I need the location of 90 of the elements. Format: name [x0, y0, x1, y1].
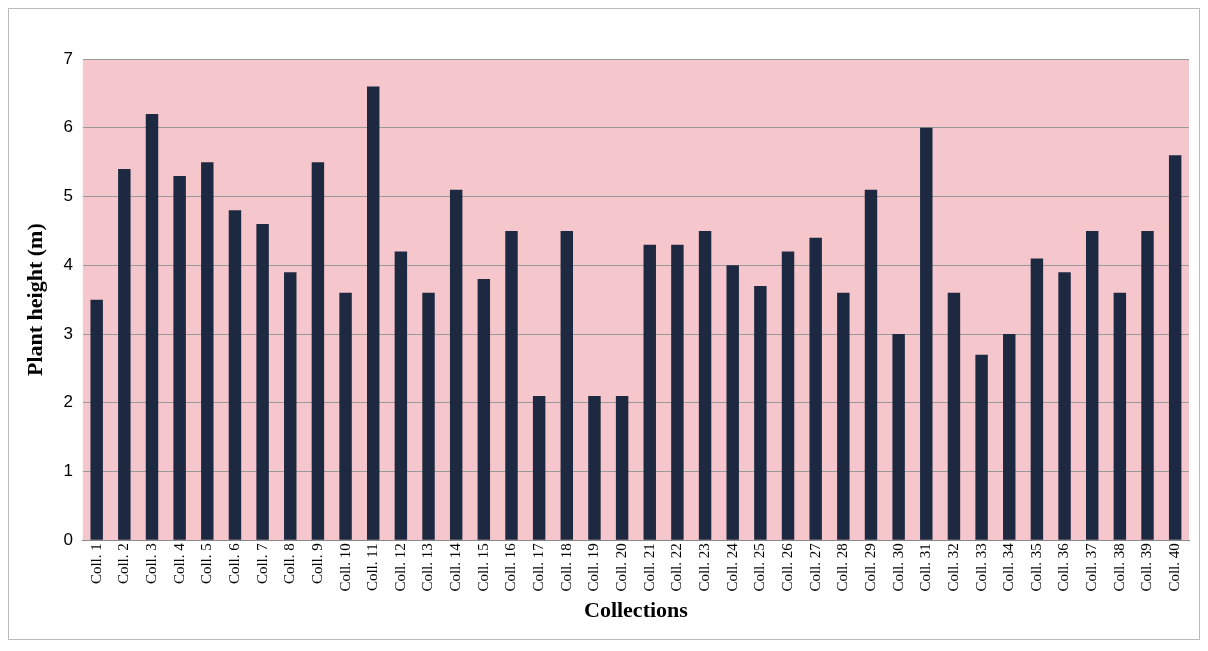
x-tick-label: Coll. 15	[474, 543, 491, 592]
x-tick-label: Coll. 10	[336, 543, 353, 592]
x-tick-label: Coll. 4	[170, 542, 187, 585]
x-tick-label: Coll. 35	[1027, 543, 1044, 592]
bar	[339, 292, 352, 540]
y-tick-label: 7	[63, 48, 73, 68]
bar	[1030, 258, 1044, 540]
bar	[532, 395, 546, 540]
bar	[477, 279, 491, 540]
bar	[1168, 155, 1182, 540]
x-tick-label: Coll. 30	[889, 543, 906, 592]
bar	[864, 189, 878, 540]
x-tick-label: Coll. 29	[861, 543, 878, 592]
bar	[781, 251, 795, 540]
bar	[643, 244, 656, 540]
bar	[975, 354, 988, 540]
x-tick-label: Coll. 26	[778, 542, 795, 592]
bar	[1141, 230, 1154, 540]
bar	[588, 395, 601, 540]
bar	[256, 224, 269, 540]
x-tick-label: Coll. 34	[1000, 542, 1017, 592]
x-tick-label: Coll. 2	[115, 543, 132, 585]
x-tick-label: Coll. 19	[585, 543, 602, 592]
x-tick-label: Coll. 21	[640, 543, 657, 592]
x-tick-label: Coll. 40	[1166, 543, 1183, 592]
bar	[1113, 292, 1127, 540]
x-tick-label: Coll. 23	[696, 543, 712, 592]
bar	[228, 210, 242, 540]
x-tick-label: Coll. 33	[972, 543, 989, 592]
bar	[754, 285, 767, 540]
bar	[1085, 230, 1099, 540]
x-tick-label: Coll. 13	[419, 543, 436, 592]
bar	[145, 114, 159, 540]
x-tick-label: Coll. 3	[142, 543, 159, 585]
bar	[201, 162, 214, 540]
x-tick-label: Coll. 31	[917, 543, 934, 592]
x-tick-label: Coll. 32	[944, 543, 961, 592]
x-tick-label: Coll. 14	[447, 542, 464, 592]
bar	[505, 230, 518, 540]
bar	[671, 244, 684, 540]
x-tick-label: Coll. 22	[668, 543, 685, 592]
x-tick-label: Coll. 18	[557, 543, 574, 592]
bar	[1003, 334, 1016, 540]
bar	[284, 272, 297, 540]
bar	[920, 127, 933, 540]
bar	[173, 175, 186, 540]
x-tick-label: Coll. 9	[308, 543, 325, 585]
x-tick-label: Coll. 17	[530, 542, 547, 592]
y-tick-label: 0	[63, 529, 73, 549]
x-tick-label: Coll. 20	[613, 543, 630, 592]
x-tick-label: Coll. 11	[364, 543, 381, 592]
bar	[809, 237, 822, 540]
bar	[311, 162, 325, 540]
x-tick-label: Coll. 8	[281, 543, 298, 585]
bar	[560, 230, 574, 540]
x-tick-label: Coll. 37	[1083, 542, 1100, 592]
x-tick-label: Coll. 27	[806, 542, 823, 592]
x-tick-label: Coll. 7	[253, 542, 270, 585]
bar	[422, 292, 435, 540]
bar	[726, 265, 739, 540]
bar	[947, 292, 961, 540]
x-tick-label: Coll. 1	[87, 543, 104, 585]
y-tick-label: 4	[63, 254, 73, 274]
y-tick-label: 3	[63, 323, 73, 343]
bar	[892, 334, 905, 540]
bar	[698, 230, 712, 540]
y-tick-label: 6	[63, 117, 73, 137]
bar	[90, 299, 103, 540]
y-tick-label: 1	[63, 461, 73, 481]
x-tick-label: Coll. 5	[198, 543, 215, 585]
x-tick-label: Coll. 6	[225, 542, 242, 585]
x-tick-label: Coll. 38	[1110, 543, 1127, 592]
y-tick-label: 2	[63, 392, 73, 412]
x-tick-label: Coll. 36	[1055, 542, 1072, 592]
bar	[615, 395, 629, 540]
x-axis-title: Collections	[583, 597, 689, 623]
y-tick-label: 5	[63, 186, 73, 206]
bar	[1058, 272, 1071, 540]
bar	[118, 169, 131, 540]
x-tick-label: Coll. 39	[1138, 543, 1155, 592]
x-tick-label: Coll. 25	[751, 543, 768, 592]
y-axis-title: Plant height (m)	[21, 223, 47, 377]
x-tick-label: Coll. 12	[391, 543, 408, 592]
x-tick-label: Coll. 24	[723, 542, 740, 592]
x-tick-label: Coll. 16	[502, 542, 519, 592]
bar	[449, 189, 463, 540]
bar	[837, 292, 850, 540]
bar	[394, 251, 408, 540]
bar	[367, 86, 380, 540]
x-tick-label: Coll. 28	[834, 543, 851, 592]
